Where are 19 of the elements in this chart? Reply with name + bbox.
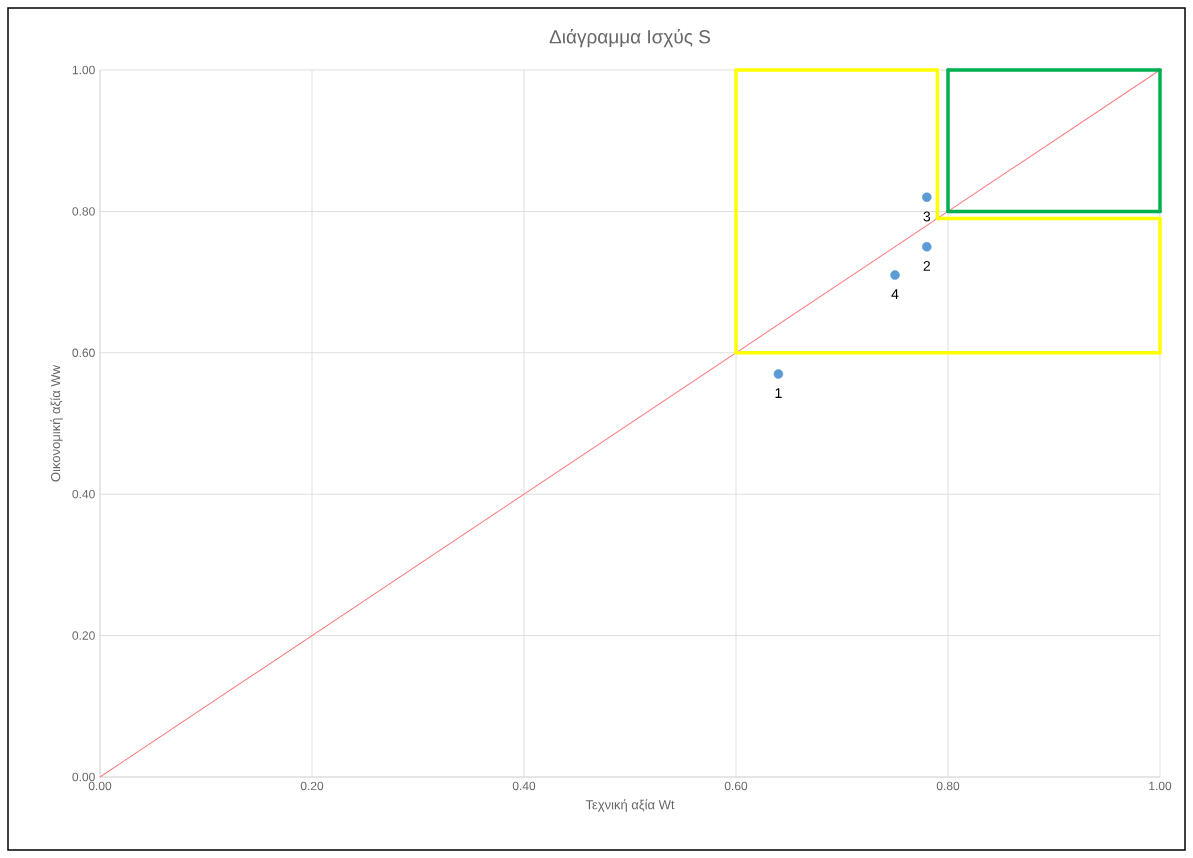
annotation: 3 [923, 211, 931, 222]
chart-title: Διάγραμμα Ισχύς S [549, 29, 711, 48]
x-axis-title: Τεχνική αξία Wt [585, 799, 675, 812]
y-axis-title: Οικονομική αξία Ww [50, 364, 63, 482]
x-tick-label: 0.40 [512, 781, 536, 791]
annotation: 1 [775, 388, 782, 398]
y-tick-label: 0.80 [72, 207, 95, 216]
x-tick-label: 1.00 [1149, 781, 1172, 791]
annotation: 4 [891, 289, 899, 299]
annotation: 2 [923, 261, 930, 271]
y-tick-label: 0.20 [72, 631, 95, 640]
y-tick-label: 1.00 [72, 65, 95, 75]
y-tick-label: 0.00 [72, 772, 95, 782]
x-tick-label: 0.60 [724, 781, 748, 791]
y-tick-label: 0.40 [72, 489, 95, 499]
y-tick-label: 0.60 [72, 348, 95, 358]
x-tick-label: 0.80 [936, 781, 960, 791]
x-tick-label: 0.00 [88, 781, 112, 791]
x-tick-label: 0.20 [300, 781, 324, 791]
